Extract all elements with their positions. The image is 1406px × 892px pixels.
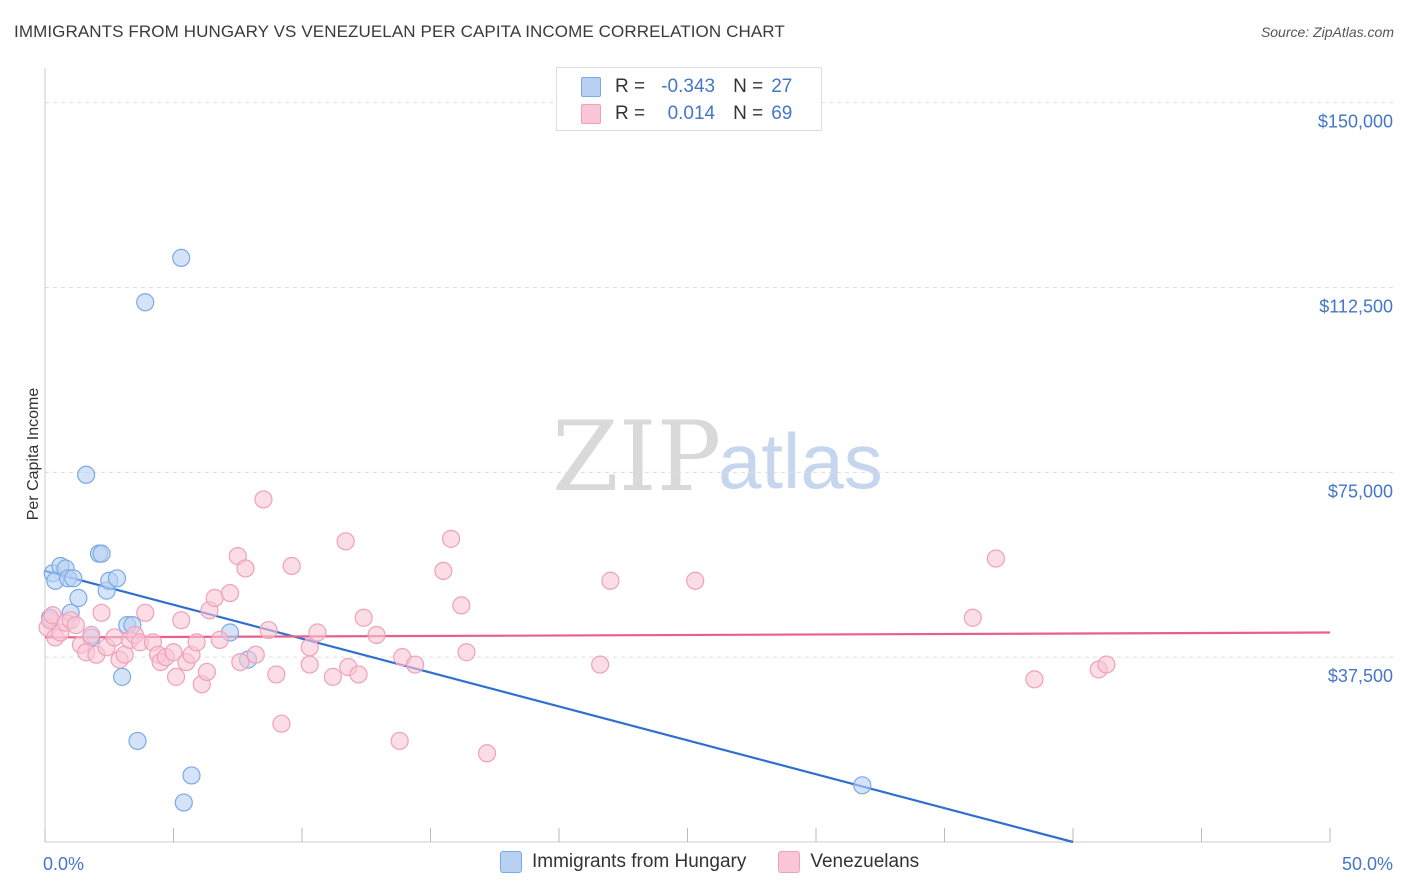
data-point-venezuelans: [354, 608, 373, 627]
data-point-hungary: [77, 465, 96, 484]
data-point-venezuelans: [166, 667, 186, 686]
data-point-venezuelans: [336, 532, 355, 551]
data-point-venezuelans: [457, 643, 476, 662]
data-point-venezuelans: [1097, 655, 1116, 674]
data-point-venezuelans: [591, 655, 610, 674]
x-tick-label-max: 50.0%: [1342, 854, 1393, 874]
legend-row-hungary: R = -0.343 N = 27: [581, 75, 792, 99]
data-point-venezuelans: [349, 665, 368, 684]
legend-swatch-venezuelans: [581, 104, 601, 124]
chart-title: IMMIGRANTS FROM HUNGARY VS VENEZUELAN PE…: [14, 22, 785, 41]
data-point-venezuelans: [236, 559, 255, 578]
data-point-venezuelans: [66, 616, 85, 635]
data-point-hungary: [92, 544, 111, 563]
y-tick-label: $150,000: [1318, 112, 1393, 132]
data-point-venezuelans: [452, 596, 471, 615]
legend-r-label: R =: [615, 76, 646, 97]
data-point-hungary: [136, 293, 155, 312]
data-point-hungary: [128, 731, 147, 751]
data-point-hungary: [69, 588, 88, 608]
data-point-venezuelans: [986, 549, 1006, 568]
series-legend: Immigrants from Hungary Venezuelans: [500, 851, 951, 873]
data-point-venezuelans: [267, 665, 286, 684]
data-point-hungary: [64, 569, 83, 588]
data-point-venezuelans: [963, 608, 982, 627]
data-point-hungary: [112, 667, 132, 686]
source-label: Source: ZipAtlas.com: [1260, 24, 1394, 40]
data-point-venezuelans: [92, 603, 111, 622]
legend-r-value: 0.014: [667, 103, 716, 124]
data-point-venezuelans: [282, 556, 301, 576]
legend-n-value: 69: [771, 103, 793, 124]
trend-line-hungary: [44, 569, 1074, 844]
y-tick-label: $112,500: [1319, 296, 1393, 316]
y-tick-labels: $37,500 $75,000 $112,500 $150,000: [1318, 112, 1393, 687]
y-tick-label: $37,500: [1328, 666, 1393, 686]
watermark-zip: ZIP: [552, 401, 721, 513]
data-point-hungary: [174, 793, 193, 812]
legend-row-venezuelans: R = 0.014 N = 69: [581, 102, 792, 126]
x-tick-label-min: 0.0%: [43, 854, 84, 874]
data-point-hungary: [853, 776, 872, 795]
axes: [44, 68, 1331, 843]
legend-label-venezuelans: Venezuelans: [810, 851, 920, 872]
data-point-venezuelans: [246, 645, 265, 664]
data-point-hungary: [182, 766, 201, 785]
y-tick-label: $75,000: [1328, 481, 1393, 501]
legend-r-label: R =: [615, 103, 646, 124]
data-point-venezuelans: [308, 623, 327, 642]
data-point-venezuelans: [390, 731, 409, 751]
data-point-venezuelans: [82, 625, 101, 645]
data-point-venezuelans: [367, 625, 386, 645]
data-point-venezuelans: [441, 529, 461, 548]
data-point-venezuelans: [686, 571, 705, 590]
data-point-venezuelans: [136, 603, 155, 622]
data-point-venezuelans: [231, 652, 250, 672]
data-point-venezuelans: [172, 611, 191, 630]
data-point-venezuelans: [187, 633, 206, 652]
data-point-venezuelans: [205, 588, 224, 608]
legend-swatch-hungary: [500, 851, 522, 873]
legend-r-value: -0.343: [661, 76, 716, 97]
trend-lines: [44, 569, 1331, 844]
data-point-venezuelans: [197, 662, 217, 682]
correlation-legend: R = -0.343 N = 27 R = 0.014 N = 69: [556, 67, 822, 131]
data-point-venezuelans: [220, 583, 240, 603]
data-point-venezuelans: [1025, 670, 1044, 689]
data-point-venezuelans: [105, 628, 124, 647]
legend-swatch-venezuelans: [778, 851, 801, 873]
legend-item-venezuelans[interactable]: Venezuelans: [778, 851, 919, 873]
data-point-venezuelans: [259, 620, 278, 640]
data-point-hungary: [107, 569, 127, 588]
legend-n-label: N =: [733, 103, 764, 124]
data-point-venezuelans: [300, 655, 319, 674]
legend-swatch-hungary: [581, 77, 601, 97]
legend-n-label: N =: [733, 76, 764, 97]
legend-n-value: 27: [771, 76, 793, 97]
data-point-venezuelans: [272, 714, 291, 733]
data-point-venezuelans: [434, 561, 453, 581]
data-points: [38, 248, 1116, 812]
data-point-venezuelans: [601, 571, 620, 590]
data-point-venezuelans: [254, 490, 273, 509]
data-point-venezuelans: [164, 643, 183, 662]
data-point-venezuelans: [405, 655, 425, 674]
data-point-venezuelans: [210, 630, 229, 650]
trend-line-venezuelans: [44, 631, 1331, 639]
legend-label-hungary: Immigrants from Hungary: [532, 851, 747, 872]
data-point-hungary: [172, 248, 191, 268]
legend-item-hungary[interactable]: Immigrants from Hungary: [500, 851, 746, 873]
data-point-venezuelans: [477, 744, 497, 763]
watermark-atlas: atlas: [718, 417, 883, 505]
gridlines: [45, 102, 1393, 658]
data-point-venezuelans: [323, 667, 342, 686]
